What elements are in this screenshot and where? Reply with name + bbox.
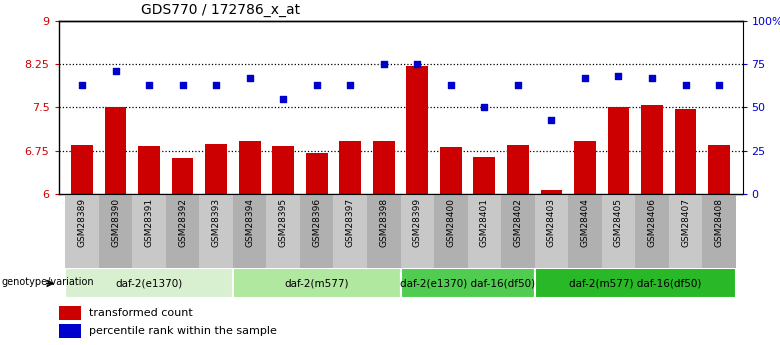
- Text: GSM28396: GSM28396: [312, 198, 321, 247]
- Point: [210, 82, 222, 88]
- Bar: [133, 194, 166, 268]
- Bar: [99, 194, 133, 268]
- Bar: [501, 194, 534, 268]
- Bar: [406, 66, 428, 194]
- Bar: [233, 268, 401, 298]
- Point: [143, 82, 155, 88]
- Bar: [467, 194, 501, 268]
- Point: [579, 75, 591, 81]
- Bar: [300, 194, 334, 268]
- Bar: [306, 152, 328, 194]
- Bar: [58, 306, 81, 320]
- Text: GSM28401: GSM28401: [480, 198, 489, 247]
- Text: GSM28392: GSM28392: [178, 198, 187, 247]
- Bar: [138, 146, 160, 194]
- Bar: [401, 268, 534, 298]
- Text: daf-2(m577) daf-16(df50): daf-2(m577) daf-16(df50): [569, 278, 701, 288]
- Point: [109, 68, 122, 74]
- Point: [612, 73, 625, 79]
- Bar: [668, 194, 702, 268]
- Point: [243, 75, 256, 81]
- Bar: [166, 194, 200, 268]
- Bar: [440, 147, 462, 194]
- Text: GSM28390: GSM28390: [111, 198, 120, 247]
- Text: GSM28393: GSM28393: [211, 198, 221, 247]
- Point: [679, 82, 692, 88]
- Text: GSM28395: GSM28395: [278, 198, 288, 247]
- Bar: [233, 194, 267, 268]
- Bar: [702, 194, 736, 268]
- Point: [411, 61, 424, 67]
- Bar: [473, 157, 495, 194]
- Text: GSM28398: GSM28398: [379, 198, 388, 247]
- Bar: [641, 105, 663, 194]
- Bar: [58, 324, 81, 337]
- Text: GSM28404: GSM28404: [580, 198, 590, 247]
- Text: GSM28405: GSM28405: [614, 198, 623, 247]
- Text: percentile rank within the sample: percentile rank within the sample: [89, 326, 276, 336]
- Bar: [601, 194, 635, 268]
- Bar: [367, 194, 401, 268]
- Text: genotype/variation: genotype/variation: [2, 277, 94, 287]
- Text: daf-2(e1370): daf-2(e1370): [115, 278, 183, 288]
- Bar: [541, 190, 562, 194]
- Text: GSM28403: GSM28403: [547, 198, 556, 247]
- Bar: [708, 145, 730, 194]
- Bar: [507, 145, 529, 194]
- Bar: [66, 194, 99, 268]
- Bar: [568, 194, 601, 268]
- Point: [344, 82, 356, 88]
- Text: GSM28407: GSM28407: [681, 198, 690, 247]
- Text: GSM28394: GSM28394: [245, 198, 254, 247]
- Bar: [373, 141, 395, 194]
- Text: GSM28389: GSM28389: [77, 198, 87, 247]
- Point: [545, 117, 558, 122]
- Point: [76, 82, 88, 88]
- Point: [445, 82, 457, 88]
- Text: GDS770 / 172786_x_at: GDS770 / 172786_x_at: [140, 3, 300, 17]
- Text: daf-2(e1370) daf-16(df50): daf-2(e1370) daf-16(df50): [400, 278, 535, 288]
- Bar: [239, 141, 261, 194]
- Bar: [267, 194, 300, 268]
- Bar: [534, 194, 568, 268]
- Bar: [105, 108, 126, 194]
- Text: transformed count: transformed count: [89, 308, 193, 318]
- Bar: [608, 108, 629, 194]
- Text: GSM28397: GSM28397: [346, 198, 355, 247]
- Bar: [534, 268, 736, 298]
- Bar: [272, 146, 294, 194]
- Text: GSM28399: GSM28399: [413, 198, 422, 247]
- Text: daf-2(m577): daf-2(m577): [285, 278, 349, 288]
- Bar: [401, 194, 434, 268]
- Point: [310, 82, 323, 88]
- Bar: [205, 144, 227, 194]
- Text: GSM28400: GSM28400: [446, 198, 456, 247]
- Point: [277, 96, 289, 101]
- Bar: [200, 194, 233, 268]
- Text: GSM28402: GSM28402: [513, 198, 523, 247]
- Point: [713, 82, 725, 88]
- Text: GSM28406: GSM28406: [647, 198, 657, 247]
- Bar: [675, 109, 697, 194]
- Point: [512, 82, 524, 88]
- Point: [646, 75, 658, 81]
- Bar: [172, 158, 193, 194]
- Bar: [71, 145, 93, 194]
- Text: GSM28391: GSM28391: [144, 198, 154, 247]
- Bar: [334, 194, 367, 268]
- Bar: [574, 141, 596, 194]
- Bar: [66, 268, 233, 298]
- Point: [478, 105, 491, 110]
- Bar: [339, 141, 361, 194]
- Bar: [434, 194, 467, 268]
- Point: [176, 82, 189, 88]
- Text: GSM28408: GSM28408: [714, 198, 724, 247]
- Bar: [635, 194, 668, 268]
- Point: [378, 61, 390, 67]
